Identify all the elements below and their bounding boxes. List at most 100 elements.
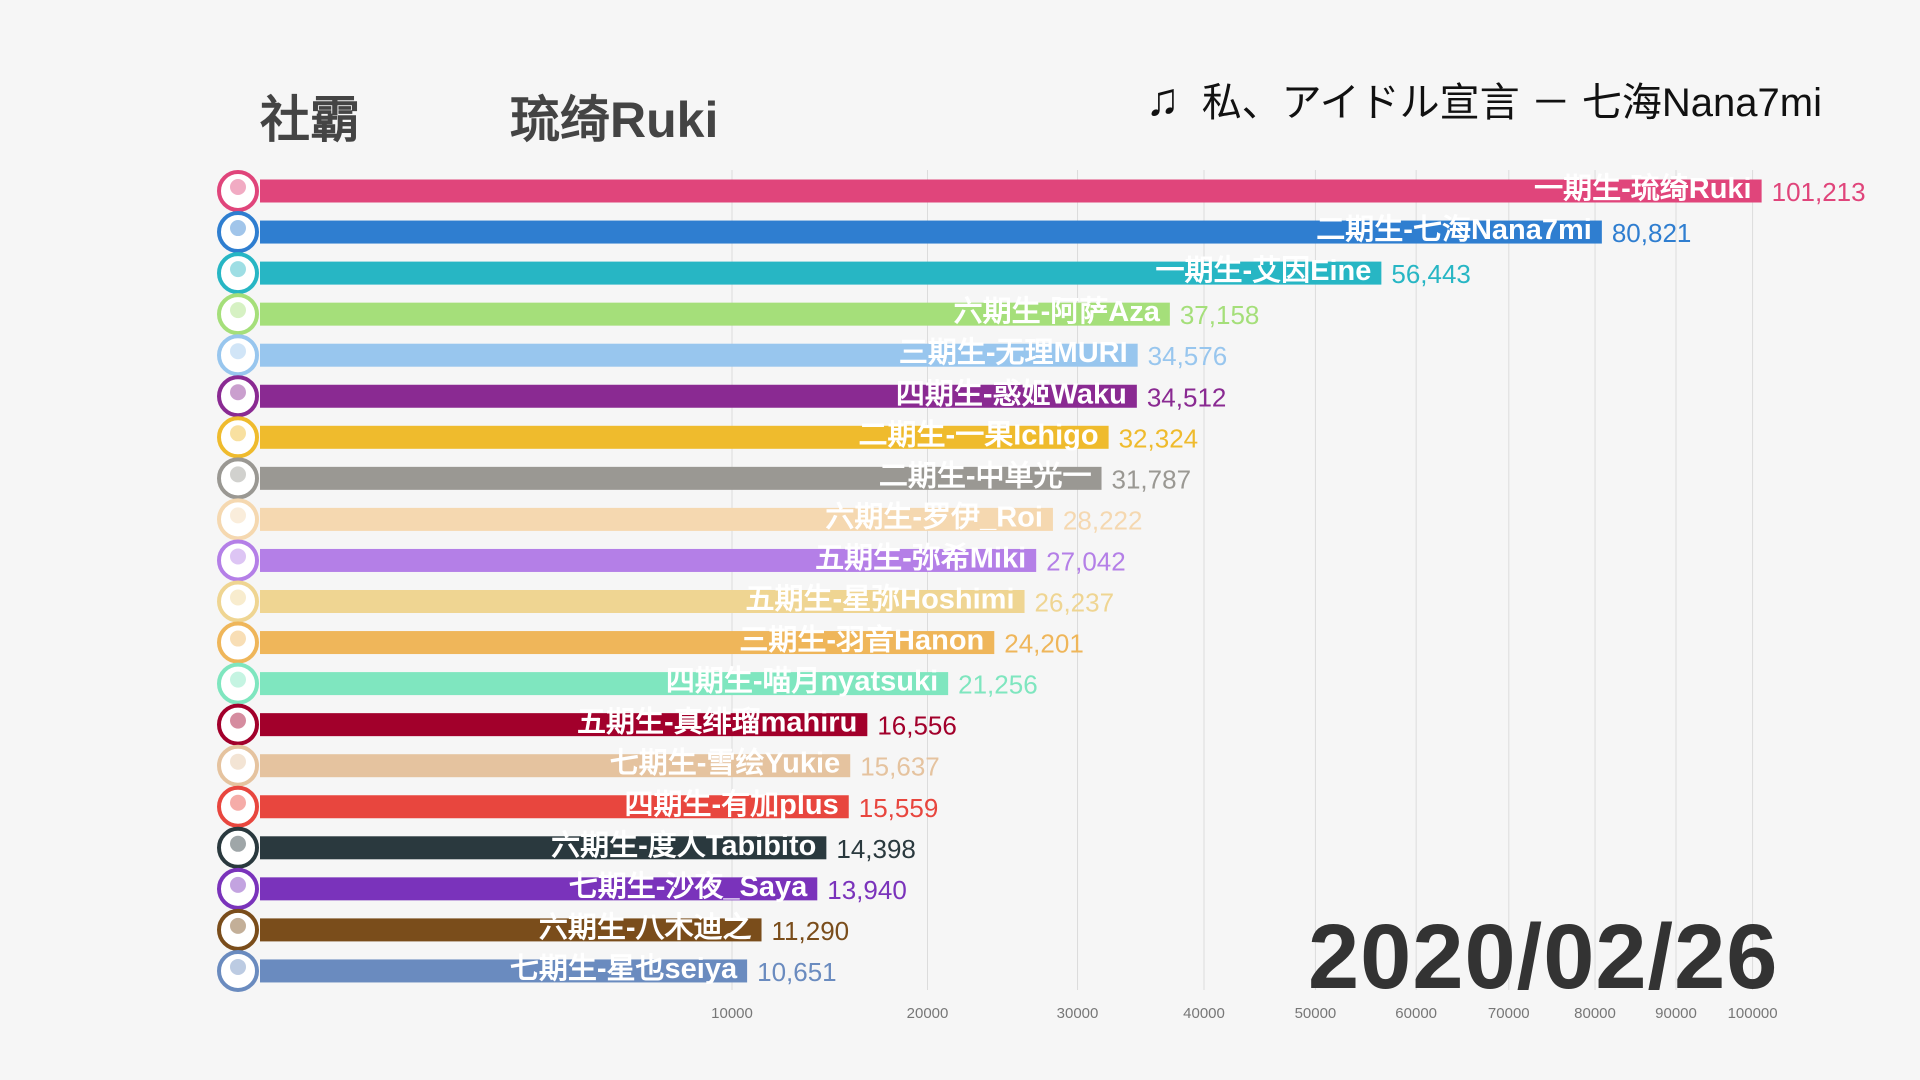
bar-label: 五期生-真绯瑠mahiru (577, 706, 857, 739)
bar-label: 七期生-沙夜_Saya (569, 869, 808, 903)
avatar (217, 785, 259, 828)
bar-label: 七期生-星也seiya (510, 952, 738, 985)
x-tick-label: 40000 (1183, 1005, 1225, 1022)
bar-row: 七期生-星也seiya 10,651 (217, 949, 837, 992)
music-note-icon: ♫ (1145, 73, 1180, 125)
avatar-face-icon (230, 589, 246, 606)
bar (260, 425, 1109, 449)
bar-label: 三期生-无理MURI (899, 336, 1128, 369)
avatar (217, 826, 259, 869)
bar-label: 五期生-星弥Hoshimi (745, 583, 1014, 616)
bar-label: 一期生-艾因Eine (1155, 254, 1371, 287)
value-label: 14,398 (836, 834, 916, 864)
value-label: 32,324 (1119, 423, 1199, 453)
x-tick-label: 80000 (1574, 1005, 1616, 1022)
avatar (217, 949, 259, 992)
avatar-face-icon (230, 384, 246, 401)
value-label: 11,290 (772, 916, 850, 946)
x-tick-label: 70000 (1488, 1005, 1530, 1022)
bar-row: 六期生-罗伊_Roi 28,222 (217, 498, 1143, 541)
bar (260, 795, 849, 819)
value-label: 15,637 (860, 752, 940, 782)
bar-row: 四期生-有加plus 15,559 (217, 785, 938, 828)
avatar (217, 867, 259, 910)
bar-label: 二期生-一果Ichigo (859, 418, 1099, 451)
bar-row: 六期生-八木迪之 11,290 (217, 908, 850, 951)
x-tick-label: 10000 (711, 1005, 753, 1022)
bar-label: 四期生-有加plus (624, 788, 838, 821)
avatar-face-icon (230, 958, 246, 975)
value-label: 28,222 (1063, 505, 1143, 535)
bar-label: 四期生-惑姬Waku (896, 377, 1127, 410)
bar-row: 三期生-羽音Hanon 24,201 (217, 621, 1084, 664)
bar (260, 836, 827, 860)
value-label: 13,940 (827, 875, 907, 905)
value-label: 31,787 (1112, 464, 1192, 494)
avatar (217, 703, 259, 746)
avatar (217, 170, 259, 212)
value-label: 37,158 (1180, 300, 1260, 330)
bar-row: 一期生-艾因Eine 56,443 (217, 252, 1471, 295)
value-label: 34,512 (1147, 382, 1227, 412)
avatar-face-icon (230, 835, 246, 852)
avatar (217, 539, 259, 582)
avatar (217, 211, 259, 254)
bar (260, 466, 1102, 490)
bar (260, 877, 818, 901)
bar-label: 四期生-喵月nyatsuki (666, 665, 938, 698)
bar-row: 七期生-雪绘Yukie 15,637 (217, 744, 940, 787)
bar (260, 754, 851, 778)
bar (260, 179, 1762, 203)
avatar-face-icon (230, 302, 246, 319)
avatar (217, 334, 259, 377)
bar (260, 631, 995, 655)
bar-row: 五期生-真绯瑠mahiru 16,556 (217, 703, 957, 746)
song-title: 私、アイドル宣言 － 七海Nana7mi (1201, 81, 1822, 125)
bar-label: 七期生-雪绘Yukie (610, 746, 840, 780)
bar-row: 二期生-七海Nana7mi 80,821 (217, 211, 1692, 254)
avatar-face-icon (230, 425, 246, 442)
value-label: 56,443 (1391, 259, 1471, 289)
bar-row: 四期生-惑姬Waku 34,512 (217, 375, 1227, 418)
avatar (217, 621, 259, 664)
value-label: 16,556 (877, 711, 957, 741)
bar-label: 二期生-中单光一 (879, 459, 1092, 492)
bar (260, 713, 868, 737)
avatar (217, 252, 259, 295)
bar-row: 二期生-中单光一 31,787 (217, 457, 1192, 500)
bar (260, 343, 1138, 367)
avatar-face-icon (230, 794, 246, 811)
avatar-face-icon (230, 220, 246, 237)
x-tick-label: 90000 (1655, 1005, 1697, 1022)
avatar-face-icon (230, 671, 246, 688)
avatar (217, 498, 259, 541)
avatar-face-icon (230, 712, 246, 729)
bar-row: 五期生-星弥Hoshimi 26,237 (217, 580, 1114, 623)
value-label: 80,821 (1612, 218, 1692, 248)
avatar-face-icon (230, 507, 246, 524)
avatar-face-icon (230, 753, 246, 770)
avatar (217, 416, 259, 459)
bar (260, 590, 1025, 613)
bar (260, 302, 1170, 326)
avatar-face-icon (230, 261, 246, 278)
avatar-face-icon (230, 343, 246, 360)
x-tick-label: 60000 (1395, 1005, 1437, 1022)
bar (260, 672, 949, 696)
bar-label: 六期生-阿萨Aza (954, 295, 1161, 328)
x-tick-label: 100000 (1728, 1005, 1778, 1022)
category-label: 社霸 (260, 92, 360, 148)
bar (260, 261, 1382, 285)
value-label: 101,213 (1772, 177, 1866, 207)
value-label: 27,042 (1046, 546, 1126, 576)
avatar (217, 293, 259, 336)
x-tick-label: 50000 (1295, 1005, 1337, 1022)
value-label: 10,651 (757, 957, 837, 987)
avatar (217, 744, 259, 787)
bar-label: 六期生-度人Tabibito (551, 829, 816, 862)
bar (260, 384, 1137, 408)
bar-label: 一期生-琉绮Ruki (1534, 171, 1752, 205)
x-tick-label: 30000 (1057, 1005, 1099, 1022)
bar-row: 一期生-琉绮Ruki 101,213 (217, 170, 1866, 212)
bar-row: 三期生-无理MURI 34,576 (217, 334, 1227, 377)
